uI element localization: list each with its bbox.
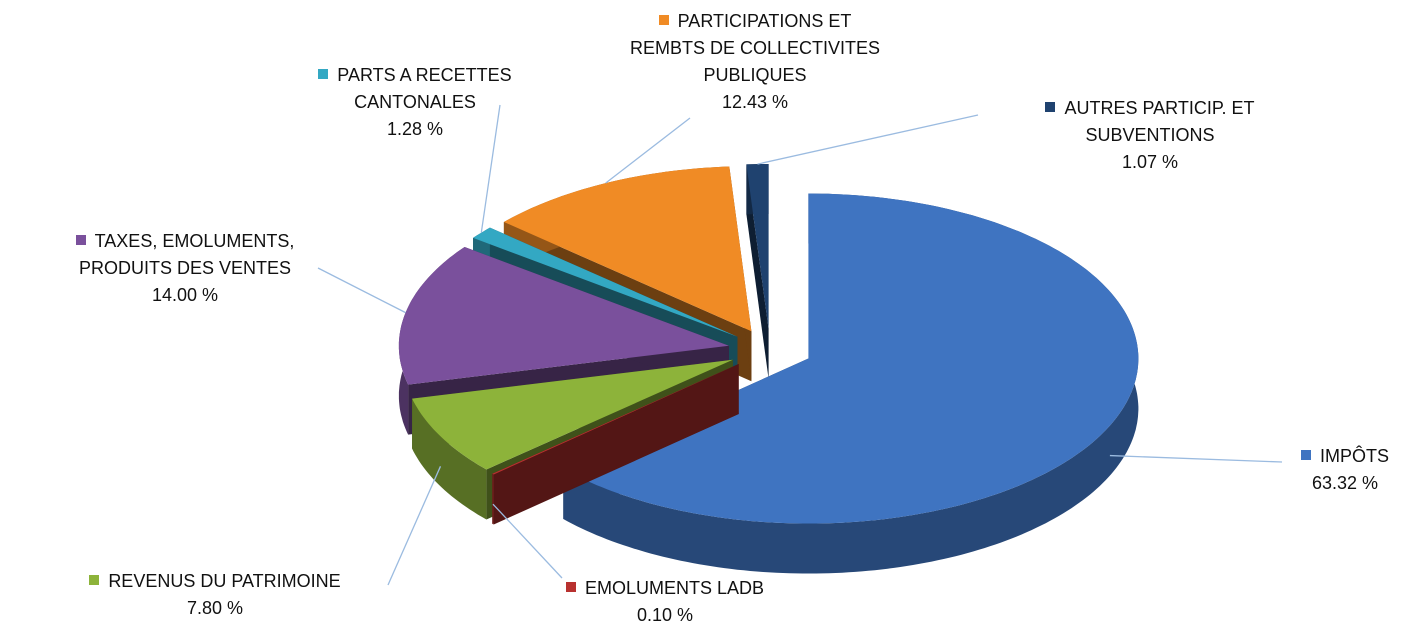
data-label: TAXES, EMOLUMENTS, PRODUITS DES VENTES 14… xyxy=(60,228,310,309)
slice-wall xyxy=(746,164,769,379)
slice-top xyxy=(563,193,1139,524)
slice-top xyxy=(746,164,769,329)
slice-side xyxy=(563,193,1139,574)
slice xyxy=(492,364,739,525)
value-label: 1.07 % xyxy=(1121,152,1179,172)
category-label: TAXES, EMOLUMENTS, PRODUITS DES VENTES xyxy=(78,231,295,278)
legend-marker xyxy=(565,582,576,592)
leader-line xyxy=(605,117,691,184)
category-label: PARTICIPATIONS ET REMBTS DE COLLECTIVITE… xyxy=(629,11,881,85)
data-label: REVENUS DU PATRIMOINE 7.80 % xyxy=(20,568,410,622)
slice-top xyxy=(473,227,738,337)
slice-top xyxy=(492,364,739,475)
leader-line xyxy=(757,114,979,165)
category-label: PARTS A RECETTES CANTONALES xyxy=(337,65,512,112)
legend-marker xyxy=(75,235,86,245)
legend-marker xyxy=(658,15,669,25)
category-label: IMPÔTS xyxy=(1319,446,1389,466)
slice-top xyxy=(412,359,733,470)
slice xyxy=(563,193,1139,574)
leader-line xyxy=(480,104,501,233)
data-label: IMPÔTS 63.32 % xyxy=(1280,443,1410,497)
legend-marker xyxy=(1045,102,1056,112)
value-label: 14.00 % xyxy=(151,285,219,305)
leader-line xyxy=(317,267,406,314)
data-label: PARTICIPATIONS ET REMBTS DE COLLECTIVITE… xyxy=(620,8,890,116)
category-label: EMOLUMENTS LADB xyxy=(584,578,765,598)
legend-marker xyxy=(1300,450,1311,460)
slice xyxy=(746,164,769,379)
slice-side xyxy=(412,398,487,520)
category-label: REVENUS DU PATRIMOINE xyxy=(108,571,341,591)
value-label: 0.10 % xyxy=(636,605,694,625)
slice-top xyxy=(398,247,729,385)
slice-wall xyxy=(492,364,739,524)
value-label: 7.80 % xyxy=(186,598,244,618)
value-label: 12.43 % xyxy=(721,92,789,112)
slice-top xyxy=(503,166,752,332)
legend-marker xyxy=(318,69,329,79)
data-label: AUTRES PARTICIP. ET SUBVENTIONS 1.07 % xyxy=(1010,95,1290,176)
leader-line xyxy=(492,503,563,579)
category-label: AUTRES PARTICIP. ET SUBVENTIONS xyxy=(1064,98,1255,145)
data-label: PARTS A RECETTES CANTONALES 1.28 % xyxy=(285,62,545,143)
legend-marker xyxy=(89,575,100,585)
value-label: 63.32 % xyxy=(1311,473,1379,493)
value-label: 1.28 % xyxy=(386,119,444,139)
slice-side xyxy=(492,473,494,525)
leader-line xyxy=(387,466,442,586)
data-label: EMOLUMENTS LADB 0.10 % xyxy=(520,575,810,627)
leader-line xyxy=(1109,454,1283,463)
